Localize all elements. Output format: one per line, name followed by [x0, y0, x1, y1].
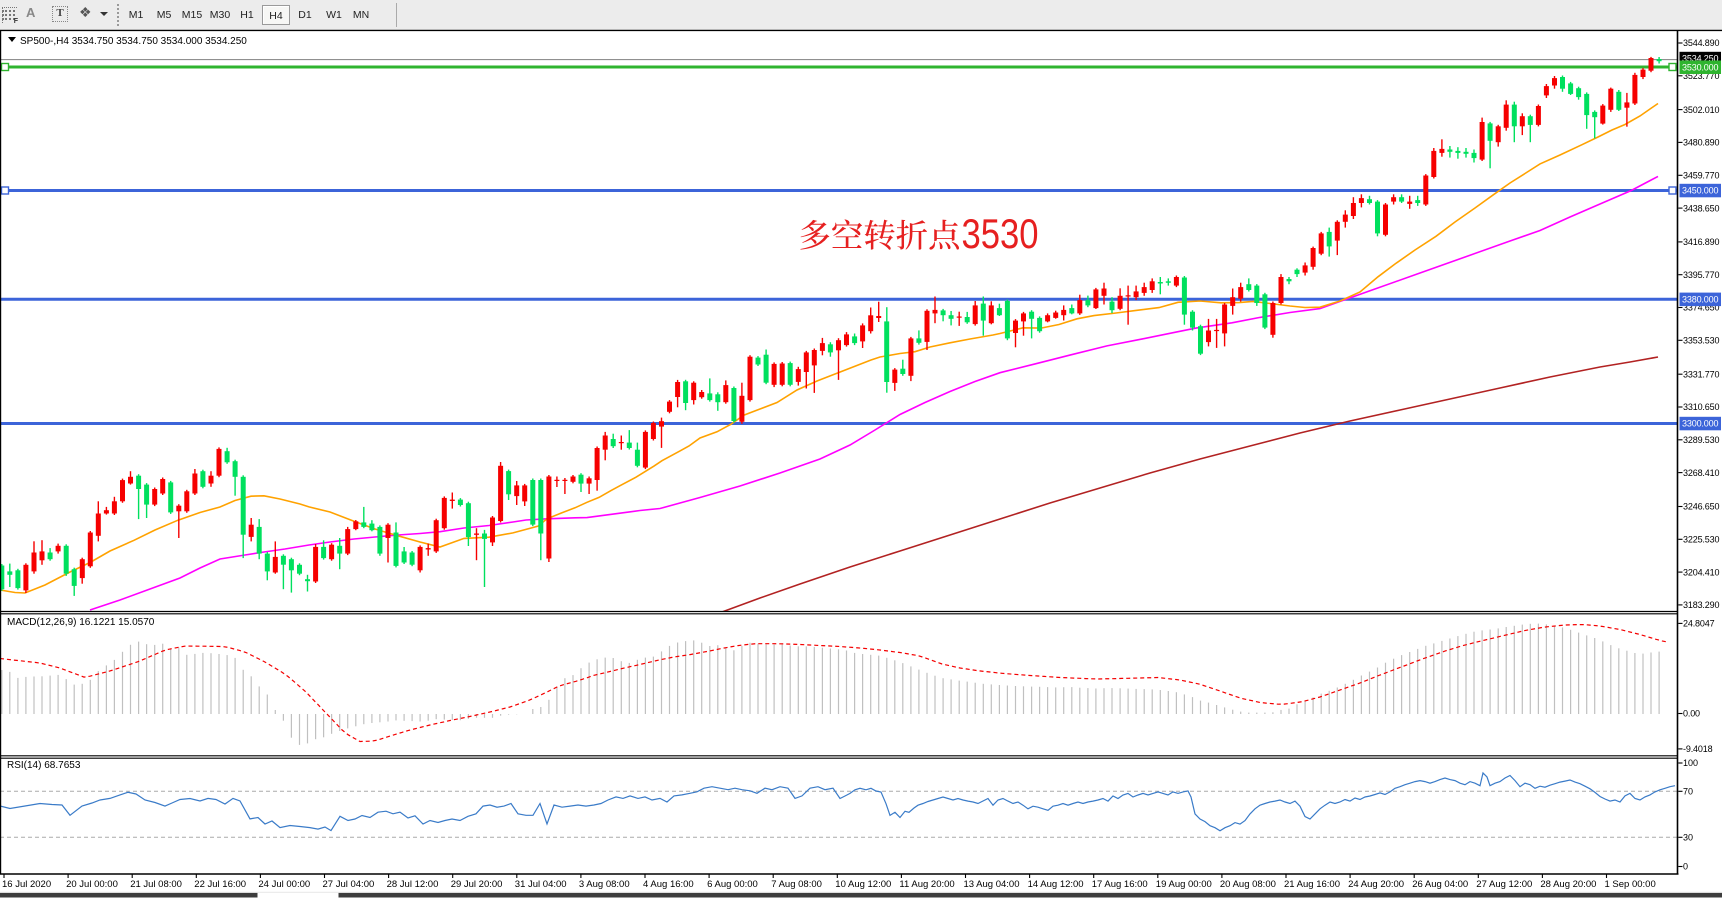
svg-text:3353.530: 3353.530 [1683, 336, 1719, 346]
svg-text:22 Jul 16:00: 22 Jul 16:00 [194, 879, 246, 890]
svg-text:3450.000: 3450.000 [1682, 186, 1718, 196]
svg-text:-9.4018: -9.4018 [1683, 744, 1713, 754]
svg-text:10 Aug 12:00: 10 Aug 12:00 [835, 879, 891, 890]
svg-text:1 Sep 00:00: 1 Sep 00:00 [1605, 879, 1656, 890]
svg-text:3225.530: 3225.530 [1683, 535, 1719, 545]
svg-text:21 Jul 08:00: 21 Jul 08:00 [130, 879, 182, 890]
svg-text:3480.890: 3480.890 [1683, 138, 1719, 148]
svg-text:26 Aug 04:00: 26 Aug 04:00 [1412, 879, 1468, 890]
svg-text:3459.770: 3459.770 [1683, 171, 1719, 181]
svg-text:24 Aug 20:00: 24 Aug 20:00 [1348, 879, 1404, 890]
svg-text:MACD(12,26,9) 16.1221 15.0570: MACD(12,26,9) 16.1221 15.0570 [7, 617, 155, 628]
svg-text:20 Aug 08:00: 20 Aug 08:00 [1220, 879, 1276, 890]
svg-text:3544.890: 3544.890 [1683, 38, 1719, 48]
svg-text:27 Jul 04:00: 27 Jul 04:00 [323, 879, 375, 890]
svg-text:16 Jul 2020: 16 Jul 2020 [2, 879, 51, 890]
svg-text:17 Aug 16:00: 17 Aug 16:00 [1092, 879, 1148, 890]
svg-text:28 Aug 20:00: 28 Aug 20:00 [1540, 879, 1596, 890]
svg-text:28 Jul 12:00: 28 Jul 12:00 [387, 879, 439, 890]
svg-text:RSI(14) 68.7653: RSI(14) 68.7653 [7, 760, 81, 771]
svg-text:3534.250: 3534.250 [1682, 54, 1718, 64]
svg-text:29 Jul 20:00: 29 Jul 20:00 [451, 879, 503, 890]
svg-text:3246.650: 3246.650 [1683, 502, 1719, 512]
svg-text:4 Aug 16:00: 4 Aug 16:00 [643, 879, 694, 890]
svg-text:3438.650: 3438.650 [1683, 203, 1719, 213]
svg-text:3523.770: 3523.770 [1683, 71, 1719, 81]
svg-text:30: 30 [1683, 833, 1693, 843]
svg-text:0.00: 0.00 [1683, 709, 1700, 719]
svg-text:11 Aug 20:00: 11 Aug 20:00 [899, 879, 954, 890]
svg-text:27 Aug 12:00: 27 Aug 12:00 [1476, 879, 1532, 890]
svg-text:24.8047: 24.8047 [1683, 619, 1715, 629]
svg-text:3530: 3530 [962, 210, 1039, 257]
svg-text:14 Aug 12:00: 14 Aug 12:00 [1028, 879, 1084, 890]
svg-text:21 Aug 16:00: 21 Aug 16:00 [1284, 879, 1340, 890]
svg-text:3374.650: 3374.650 [1683, 303, 1719, 313]
svg-text:3331.770: 3331.770 [1683, 369, 1719, 379]
svg-text:24 Jul 00:00: 24 Jul 00:00 [258, 879, 310, 890]
svg-text:20 Jul 00:00: 20 Jul 00:00 [66, 879, 118, 890]
svg-text:7 Aug 08:00: 7 Aug 08:00 [771, 879, 822, 890]
svg-text:3289.530: 3289.530 [1683, 435, 1719, 445]
svg-text:3502.010: 3502.010 [1683, 105, 1719, 115]
svg-text:3395.770: 3395.770 [1683, 270, 1719, 280]
svg-text:3300.000: 3300.000 [1682, 419, 1718, 429]
svg-text:3310.650: 3310.650 [1683, 402, 1719, 412]
svg-text:3183.290: 3183.290 [1683, 600, 1719, 610]
svg-text:19 Aug 00:00: 19 Aug 00:00 [1156, 879, 1212, 890]
svg-text:3204.410: 3204.410 [1683, 567, 1719, 577]
svg-text:3268.410: 3268.410 [1683, 468, 1719, 478]
svg-text:3380.000: 3380.000 [1682, 295, 1718, 305]
svg-text:31 Jul 04:00: 31 Jul 04:00 [515, 879, 567, 890]
svg-text:SP500-,H4 3534.750 3534.750 3: SP500-,H4 3534.750 3534.750 3534.000 353… [20, 36, 247, 47]
svg-text:0: 0 [1683, 862, 1688, 872]
svg-text:3 Aug 08:00: 3 Aug 08:00 [579, 879, 630, 890]
svg-text:3530.000: 3530.000 [1682, 63, 1718, 73]
svg-text:3416.890: 3416.890 [1683, 237, 1719, 247]
svg-text:6 Aug 00:00: 6 Aug 00:00 [707, 879, 758, 890]
svg-text:13 Aug 04:00: 13 Aug 04:00 [964, 879, 1020, 890]
svg-text:70: 70 [1683, 787, 1693, 797]
svg-text:100: 100 [1683, 758, 1698, 768]
